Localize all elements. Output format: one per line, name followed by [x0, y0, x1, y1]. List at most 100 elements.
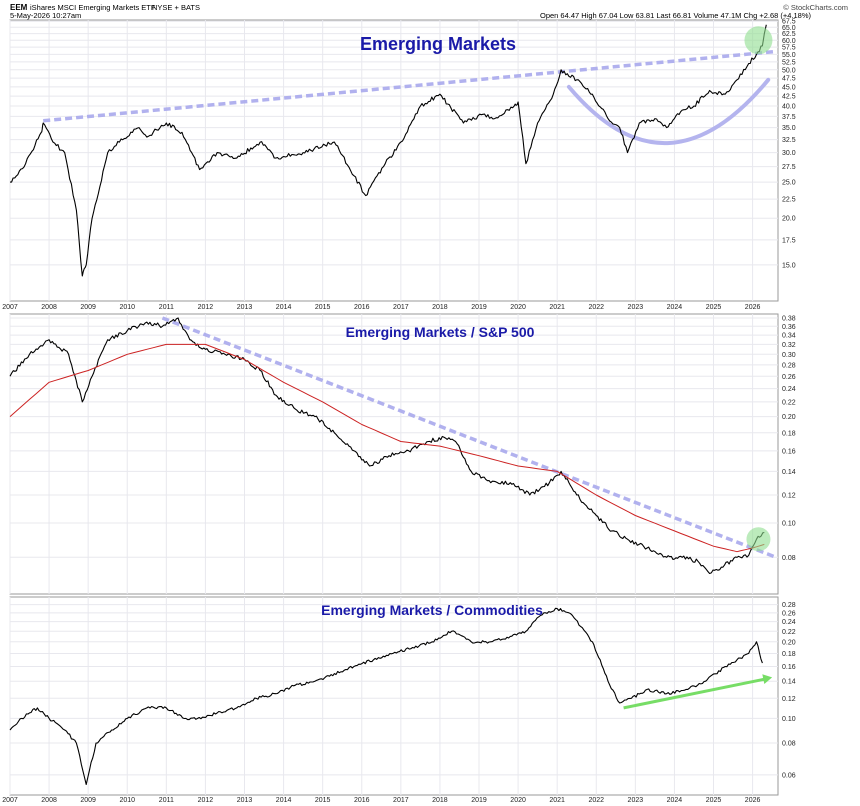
- x-tick-label: 2016: [354, 304, 370, 311]
- x-axis-ticks: 2007 2008 2009 2010 2011 2012 2013 2014 2015 2016…: [2, 797, 760, 804]
- y-tick-label: 62.5: [782, 31, 796, 38]
- x-tick-label: 2011: [159, 304, 174, 311]
- panel-title: Emerging Markets / Commodities: [321, 602, 543, 618]
- y-tick-label: 32.5: [782, 137, 796, 144]
- y-tick-label: 0.36: [782, 324, 796, 331]
- chart-header: EEM iShares MSCI Emerging Markets ETF NY…: [10, 3, 848, 20]
- y-tick-label: 50.0: [782, 67, 796, 74]
- instrument-name: iShares MSCI Emerging Markets ETF: [30, 3, 156, 12]
- y-axis-ticks: 15.0 17.5 20.0 22.5 25.0 27.5 30.0 32.5 35.0 37.5…: [782, 19, 796, 270]
- y-tick-label: 0.30: [782, 352, 796, 359]
- y-tick-label: 0.06: [782, 772, 796, 779]
- x-tick-label: 2016: [354, 797, 370, 804]
- x-tick-label: 2008: [41, 304, 57, 311]
- panel-emerging-markets: 15.0 17.5 20.0 22.5 25.0 27.5 30.0 32.5 35.0 37.5…: [2, 19, 796, 311]
- panel-em-vs-commodities: 0.06 0.08 0.10 0.12 0.14 0.16 0.18 0.20 0.22 0.24…: [2, 596, 796, 804]
- x-tick-label: 2014: [276, 797, 292, 804]
- series-lines: [9, 607, 763, 786]
- x-tick-label: 2021: [549, 304, 565, 311]
- x-tick-label: 2012: [198, 304, 214, 311]
- x-tick-label: 2018: [432, 304, 448, 311]
- x-tick-label: 2025: [706, 304, 722, 311]
- symbol-label: EEM: [10, 3, 28, 12]
- quote-line: Open 64.47 High 67.04 Low 63.81 Last 66.…: [540, 11, 812, 20]
- x-tick-label: 2019: [471, 797, 487, 804]
- x-tick-label: 2021: [549, 797, 565, 804]
- y-tick-label: 57.5: [782, 45, 796, 52]
- x-tick-label: 2023: [628, 304, 644, 311]
- x-tick-label: 2008: [41, 797, 57, 804]
- y-tick-label: 0.12: [782, 696, 796, 703]
- series-lines: [10, 24, 767, 277]
- x-tick-label: 2010: [119, 304, 135, 311]
- y-tick-label: 0.16: [782, 448, 796, 455]
- x-tick-label: 2007: [2, 304, 18, 311]
- x-tick-label: 2009: [80, 797, 96, 804]
- y-tick-label: 0.16: [782, 664, 796, 671]
- y-tick-label: 0.28: [782, 362, 796, 369]
- panel-title: Emerging Markets: [360, 34, 516, 54]
- breakout-highlight: [744, 26, 773, 55]
- x-tick-label: 2015: [315, 797, 331, 804]
- y-tick-label: 0.10: [782, 716, 796, 723]
- y-tick-label: 0.26: [782, 374, 796, 381]
- x-tick-label: 2013: [237, 797, 253, 804]
- annotations: [43, 49, 777, 146]
- x-tick-label: 2023: [628, 797, 644, 804]
- x-tick-label: 2024: [667, 797, 683, 804]
- y-tick-label: 65.0: [782, 25, 796, 32]
- price-line: [9, 607, 763, 786]
- source-label: © StockCharts.com: [783, 3, 848, 12]
- y-tick-label: 35.0: [782, 125, 796, 132]
- y-axis-ticks: 0.06 0.08 0.10 0.12 0.14 0.16 0.18 0.20 0.22 0.24…: [782, 602, 796, 779]
- x-tick-label: 2007: [2, 797, 18, 804]
- y-tick-label: 0.08: [782, 555, 796, 562]
- x-tick-label: 2020: [510, 797, 526, 804]
- x-tick-label: 2017: [393, 304, 409, 311]
- exchange-label: NYSE + BATS: [152, 3, 200, 12]
- x-tick-label: 2009: [80, 304, 96, 311]
- x-tick-label: 2013: [237, 304, 253, 311]
- support-arrowhead: [762, 674, 773, 685]
- y-tick-label: 55.0: [782, 52, 796, 59]
- y-tick-label: 42.5: [782, 94, 796, 101]
- y-tick-label: 0.22: [782, 629, 796, 636]
- y-tick-label: 0.32: [782, 342, 796, 349]
- y-tick-label: 0.10: [782, 521, 796, 528]
- y-tick-label: 40.0: [782, 103, 796, 110]
- price-line: [9, 317, 765, 575]
- y-tick-label: 0.14: [782, 679, 796, 686]
- x-tick-label: 2020: [510, 304, 526, 311]
- date-label: 5-May-2026 10:27am: [10, 11, 81, 20]
- gridlines: [9, 20, 778, 301]
- y-tick-label: 0.24: [782, 386, 796, 393]
- trendline: [43, 49, 777, 123]
- y-tick-label: 15.0: [782, 262, 796, 269]
- x-tick-label: 2011: [159, 797, 174, 804]
- y-tick-label: 37.5: [782, 114, 796, 121]
- y-tick-label: 0.08: [782, 741, 796, 748]
- y-tick-label: 0.18: [782, 651, 796, 658]
- y-tick-label: 0.26: [782, 610, 796, 617]
- panel-em-vs-sp500: 0.08 0.10 0.12 0.14 0.16 0.18 0.20 0.22 0.24 0.26…: [9, 313, 796, 595]
- rounding-bottom-arc: [566, 77, 771, 146]
- x-tick-label: 2022: [588, 797, 604, 804]
- y-tick-label: 0.12: [782, 493, 796, 500]
- x-tick-label: 2015: [315, 304, 331, 311]
- breakout-highlight: [746, 527, 771, 552]
- y-tick-label: 52.5: [782, 59, 796, 66]
- price-line: [10, 24, 767, 277]
- y-tick-label: 17.5: [782, 237, 796, 244]
- x-tick-label: 2017: [393, 797, 409, 804]
- x-tick-label: 2014: [276, 304, 292, 311]
- y-tick-label: 0.20: [782, 639, 796, 646]
- y-tick-label: 60.0: [782, 38, 796, 45]
- y-tick-label: 30.0: [782, 150, 796, 157]
- y-tick-label: 47.5: [782, 76, 796, 83]
- y-tick-label: 67.5: [782, 19, 796, 26]
- x-tick-label: 2018: [432, 797, 448, 804]
- y-tick-label: 0.34: [782, 333, 796, 340]
- y-tick-label: 0.20: [782, 414, 796, 421]
- y-tick-label: 25.0: [782, 180, 796, 187]
